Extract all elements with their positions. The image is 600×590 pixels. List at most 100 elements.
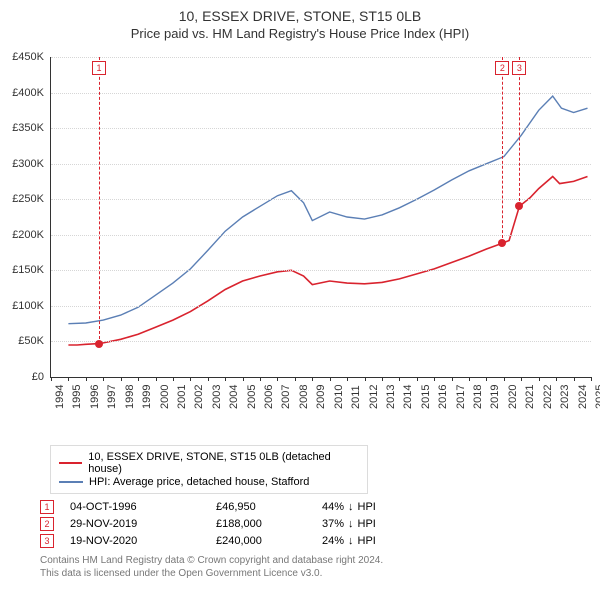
- x-tick: [417, 377, 418, 381]
- x-tick: [312, 377, 313, 381]
- sale-hpi-suffix: HPI: [358, 535, 376, 547]
- x-axis-label: 2006: [263, 385, 275, 409]
- y-axis-label: £200K: [0, 229, 44, 241]
- x-tick: [539, 377, 540, 381]
- x-axis-label: 2018: [472, 385, 484, 409]
- x-tick: [347, 377, 348, 381]
- legend-label: 10, ESSEX DRIVE, STONE, ST15 0LB (detach…: [88, 451, 359, 475]
- x-axis-label: 2007: [280, 385, 292, 409]
- marker-dot-3: [515, 202, 523, 210]
- x-axis-label: 2000: [159, 385, 171, 409]
- x-axis-label: 1997: [106, 385, 118, 409]
- subtitle: Price paid vs. HM Land Registry's House …: [0, 26, 600, 41]
- sale-row: 104-OCT-1996£46,95044%↓HPI: [40, 500, 590, 514]
- y-axis-label: £150K: [0, 264, 44, 276]
- y-gridline: [51, 270, 591, 271]
- marker-dot-2: [498, 239, 506, 247]
- x-axis-label: 2020: [507, 385, 519, 409]
- y-axis-label: £100K: [0, 300, 44, 312]
- y-axis-label: £400K: [0, 87, 44, 99]
- x-axis-label: 2024: [577, 385, 589, 409]
- x-tick: [190, 377, 191, 381]
- sale-date: 29-NOV-2019: [70, 518, 200, 530]
- sale-hpi-delta: 37% ↓ HPI: [322, 518, 376, 530]
- chart-area: 123 £0£50K£100K£150K£200K£250K£300K£350K…: [0, 47, 596, 437]
- x-tick: [504, 377, 505, 381]
- x-tick: [225, 377, 226, 381]
- x-axis-label: 2010: [333, 385, 345, 409]
- x-tick: [121, 377, 122, 381]
- sale-hpi-delta: 24% ↓ HPI: [322, 535, 376, 547]
- y-gridline: [51, 164, 591, 165]
- series-hpi: [68, 96, 587, 324]
- y-gridline: [51, 341, 591, 342]
- legend-item: HPI: Average price, detached house, Staf…: [59, 476, 359, 488]
- x-tick: [243, 377, 244, 381]
- sale-row: 3 19-NOV-2020 £240,000 24% ↓ HPI: [40, 534, 590, 548]
- down-arrow-icon: ↓: [348, 518, 354, 530]
- x-tick: [173, 377, 174, 381]
- x-axis-label: 1995: [71, 385, 83, 409]
- sale-table: 104-OCT-1996£46,95044%↓HPI229-NOV-2019£1…: [40, 500, 590, 548]
- y-axis-label: £300K: [0, 158, 44, 170]
- x-tick: [208, 377, 209, 381]
- x-tick: [156, 377, 157, 381]
- marker-box-3: 3: [512, 61, 526, 75]
- marker-line-1: [99, 57, 100, 344]
- y-gridline: [51, 306, 591, 307]
- x-tick: [103, 377, 104, 381]
- legend-swatch: [59, 462, 82, 464]
- x-tick: [452, 377, 453, 381]
- x-axis-label: 2005: [246, 385, 258, 409]
- x-axis-label: 2001: [176, 385, 188, 409]
- y-axis-label: £350K: [0, 122, 44, 134]
- y-gridline: [51, 199, 591, 200]
- sale-price: £188,000: [216, 518, 306, 530]
- x-tick: [591, 377, 592, 381]
- down-arrow-icon: ↓: [348, 535, 354, 547]
- x-tick: [295, 377, 296, 381]
- attribution: Contains HM Land Registry data © Crown c…: [40, 554, 590, 580]
- sale-pct: 37%: [322, 518, 344, 530]
- x-axis-label: 2004: [228, 385, 240, 409]
- x-axis-label: 2011: [350, 385, 362, 409]
- x-axis-label: 2016: [437, 385, 449, 409]
- y-gridline: [51, 93, 591, 94]
- x-axis-label: 2002: [193, 385, 205, 409]
- sale-hpi-delta: 44%↓HPI: [322, 501, 376, 513]
- sale-index-box: 3: [40, 534, 54, 548]
- plot: 123: [50, 57, 591, 378]
- marker-line-2: [502, 57, 503, 243]
- sale-date: 04-OCT-1996: [70, 501, 200, 513]
- x-tick: [51, 377, 52, 381]
- sale-price: £46,950: [216, 501, 306, 513]
- x-axis-label: 2003: [211, 385, 223, 409]
- legend: 10, ESSEX DRIVE, STONE, ST15 0LB (detach…: [50, 445, 368, 494]
- sale-pct: 24%: [322, 535, 344, 547]
- x-tick: [365, 377, 366, 381]
- y-gridline: [51, 57, 591, 58]
- x-axis-label: 2021: [524, 385, 536, 409]
- attribution-line2: This data is licensed under the Open Gov…: [40, 567, 590, 580]
- x-axis-label: 2015: [420, 385, 432, 409]
- x-tick: [556, 377, 557, 381]
- titles: 10, ESSEX DRIVE, STONE, ST15 0LB Price p…: [0, 0, 600, 41]
- y-gridline: [51, 128, 591, 129]
- legend-label: HPI: Average price, detached house, Staf…: [89, 476, 309, 488]
- sale-hpi-suffix: HPI: [358, 518, 376, 530]
- title: 10, ESSEX DRIVE, STONE, ST15 0LB: [0, 8, 600, 24]
- x-axis-label: 2017: [455, 385, 467, 409]
- x-axis-label: 2013: [385, 385, 397, 409]
- marker-box-1: 1: [92, 61, 106, 75]
- x-tick: [260, 377, 261, 381]
- x-tick: [68, 377, 69, 381]
- x-axis-label: 1998: [124, 385, 136, 409]
- sale-index-box: 2: [40, 517, 54, 531]
- y-axis-label: £250K: [0, 193, 44, 205]
- x-axis-label: 2019: [489, 385, 501, 409]
- y-gridline: [51, 235, 591, 236]
- x-axis-label: 1996: [89, 385, 101, 409]
- sale-date: 19-NOV-2020: [70, 535, 200, 547]
- down-arrow-icon: ↓: [348, 501, 354, 513]
- sale-price: £240,000: [216, 535, 306, 547]
